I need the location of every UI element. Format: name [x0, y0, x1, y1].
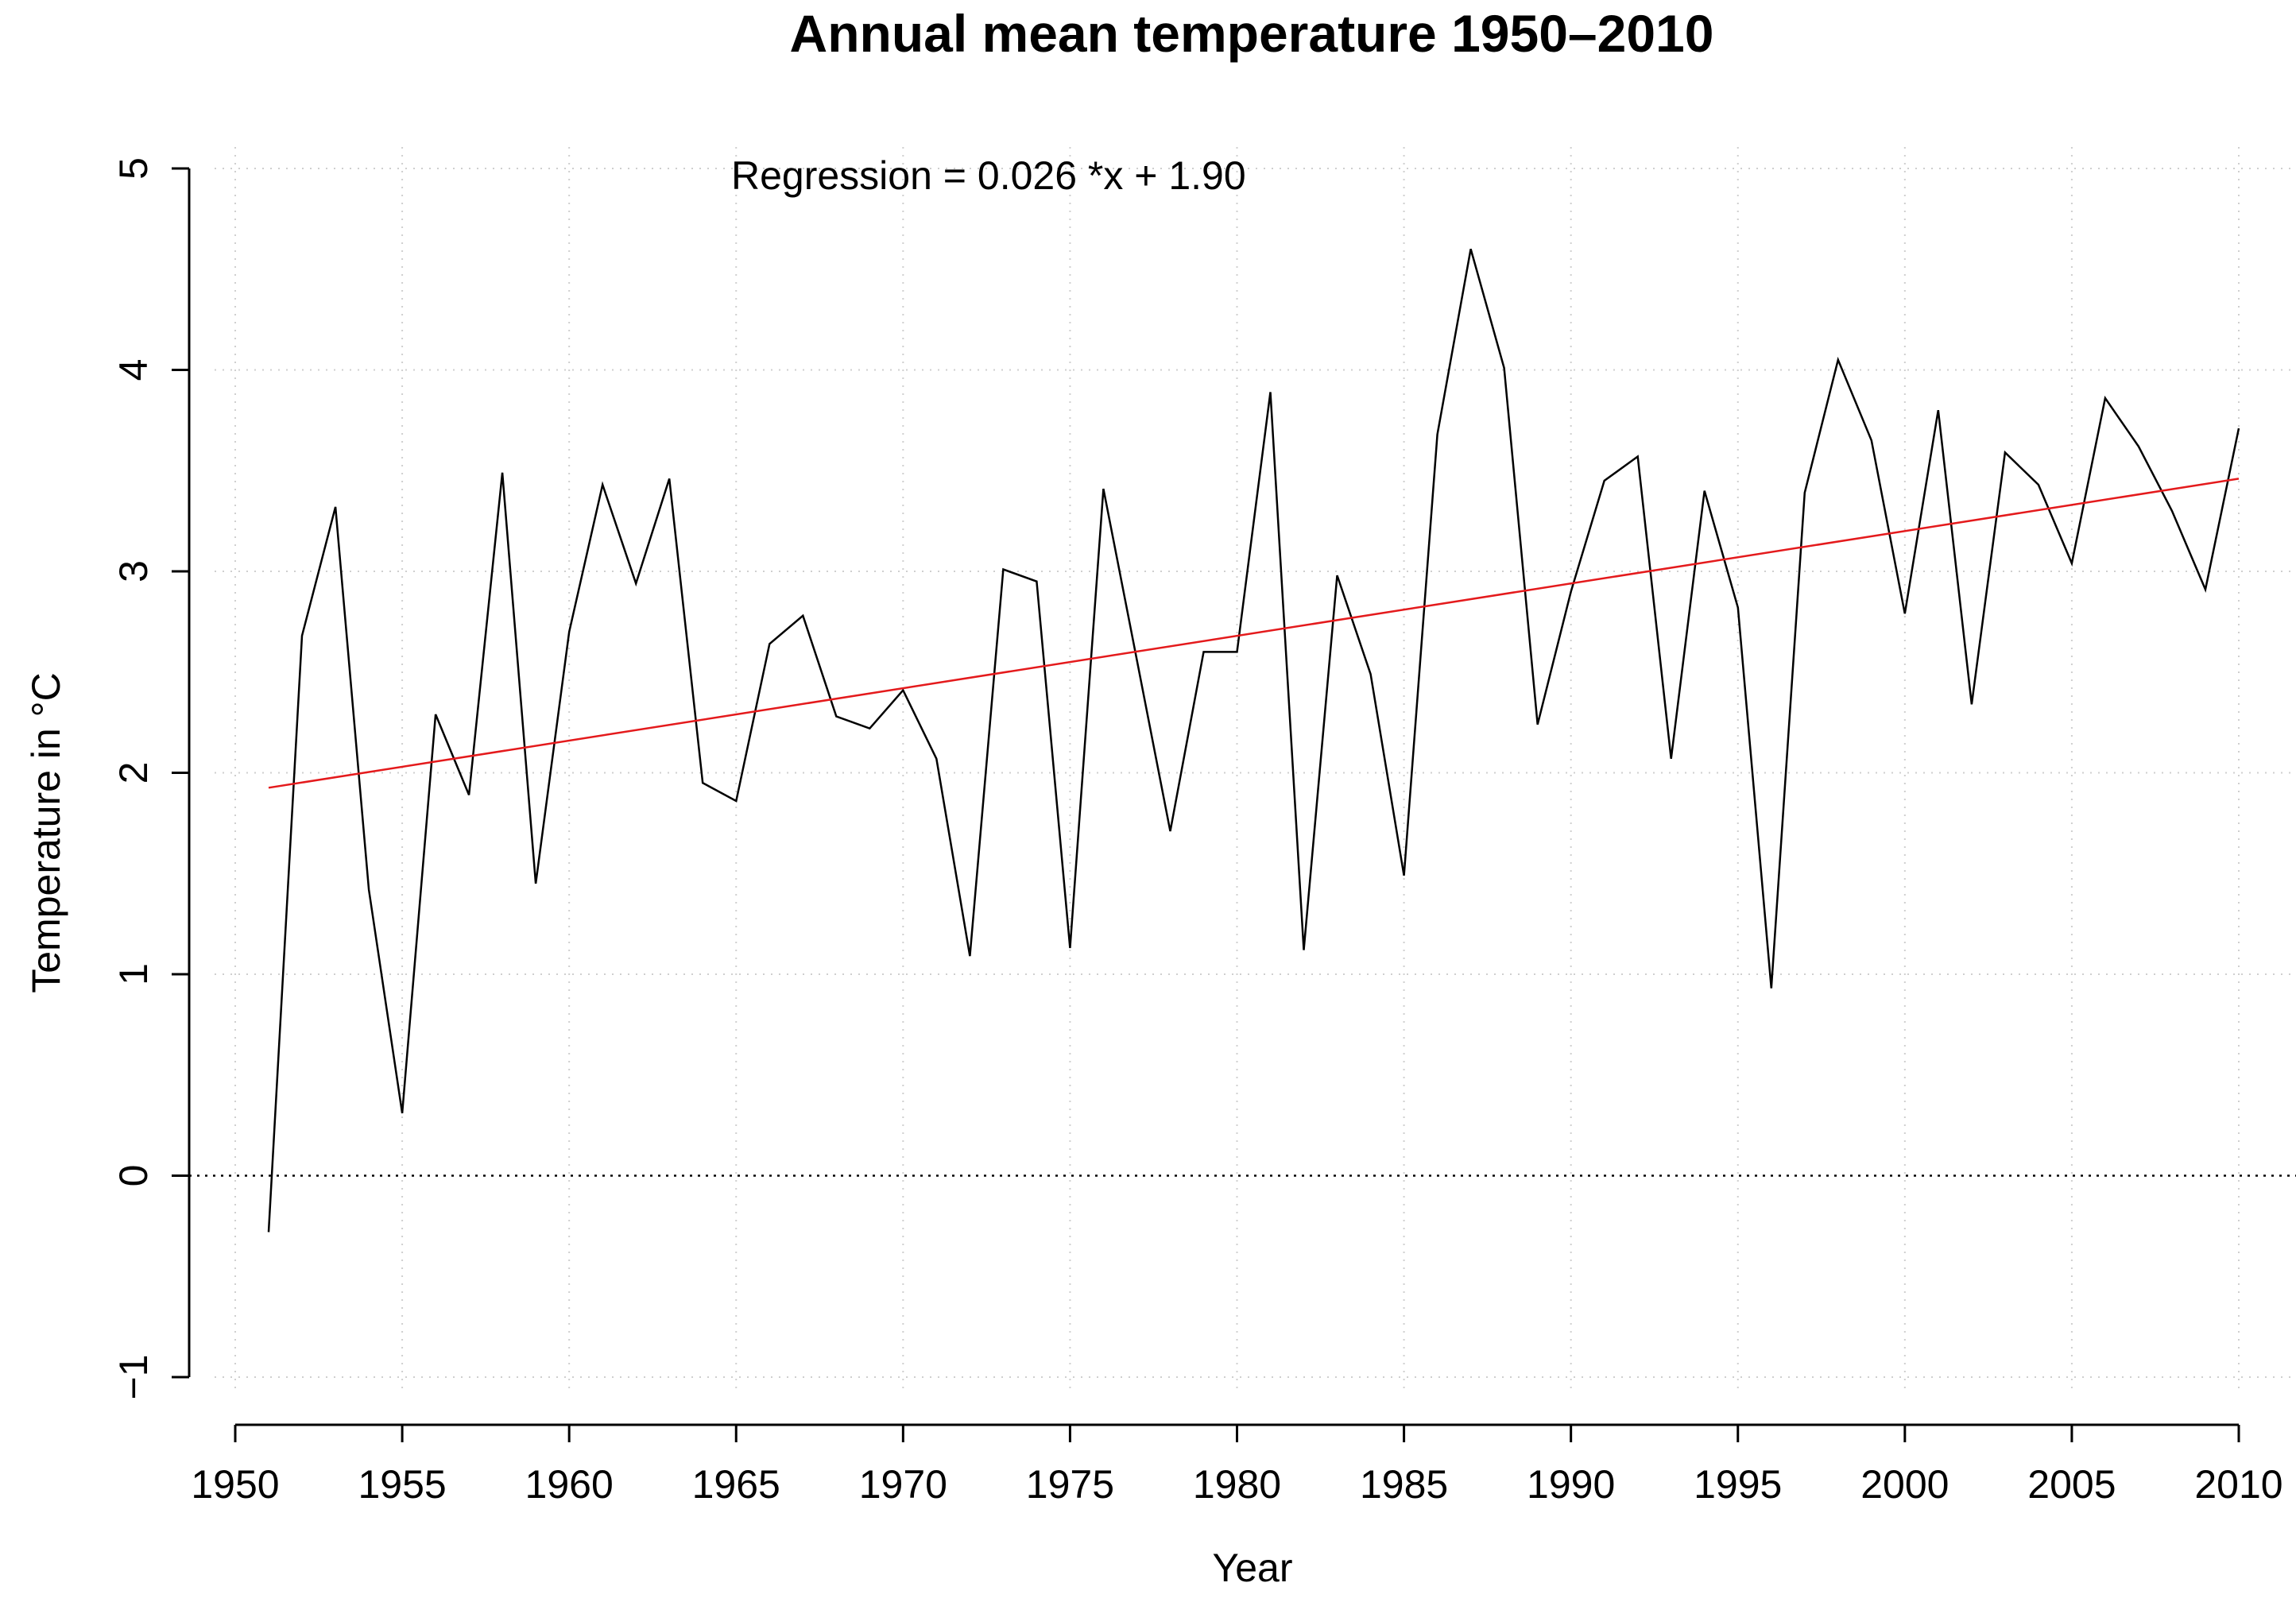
y-tick-label: −1 [111, 1354, 156, 1399]
x-tick-label: 2005 [2027, 1462, 2116, 1507]
y-axis-label: Temperature in °C [24, 672, 68, 993]
y-tick-label: 3 [111, 560, 156, 582]
chart-title: Annual mean temperature 1950–2010 [790, 4, 1714, 63]
x-tick-label: 1990 [1527, 1462, 1615, 1507]
regression-annotation: Regression = 0.026 *x + 1.90 [731, 153, 1246, 198]
x-tick-label: 1950 [191, 1462, 279, 1507]
x-tick-label: 1970 [859, 1462, 947, 1507]
gridlines [189, 147, 2296, 1391]
temperature-line [267, 249, 2240, 1232]
x-tick-label: 1965 [692, 1462, 780, 1507]
x-tick-label: 1980 [1193, 1462, 1281, 1507]
x-axis-label: Year [1212, 1546, 1292, 1590]
y-tick-label: 2 [111, 762, 156, 784]
regression-line [268, 478, 2240, 789]
axes: 1950 1955 1960 1965 1970 1975 1980 1985 1990 1995… [111, 157, 2283, 1507]
y-tick-label: 1 [111, 963, 156, 985]
x-tick-label: 2000 [1860, 1462, 1949, 1507]
x-tick-label: 1995 [1694, 1462, 1782, 1507]
data-series [267, 249, 2240, 1232]
y-tick-label: 5 [111, 157, 156, 180]
y-tick-label: 4 [111, 359, 156, 381]
y-tick-label: 0 [111, 1165, 156, 1187]
x-tick-label: 1985 [1360, 1462, 1448, 1507]
x-tick-label: 2010 [2194, 1462, 2282, 1507]
x-tick-label: 1955 [358, 1462, 446, 1507]
x-tick-label: 1960 [525, 1462, 614, 1507]
x-tick-label: 1975 [1026, 1462, 1114, 1507]
